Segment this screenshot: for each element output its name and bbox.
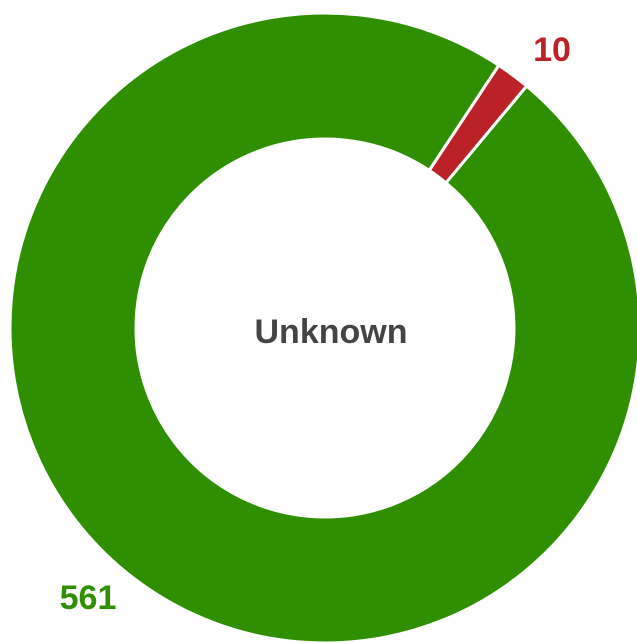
- donut-slice: [427, 63, 529, 185]
- donut-slice: [8, 11, 637, 643]
- data-label: 10: [533, 31, 571, 69]
- data-label: 561: [60, 579, 117, 617]
- center-label: Unknown: [255, 313, 408, 351]
